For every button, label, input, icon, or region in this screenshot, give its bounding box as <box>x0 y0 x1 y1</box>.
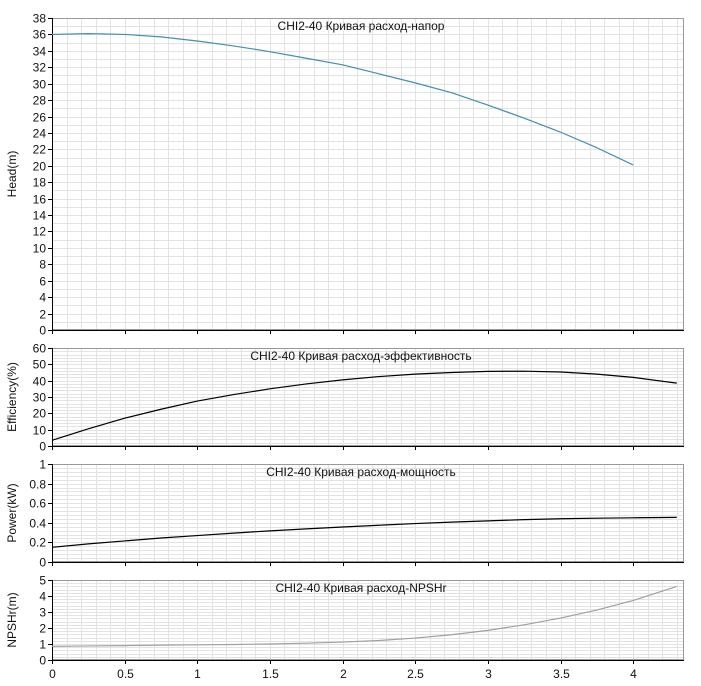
y-axis-label: Head(m) <box>5 151 19 198</box>
x-tick-label: 1 <box>194 667 201 681</box>
y-tick-label: 14 <box>33 209 47 223</box>
y-tick-label: 1 <box>39 638 46 652</box>
chart-panel-2: 0 10 20 30 40 50 60 Efficiency(%) CHI2-40 Кривая… <box>5 342 684 454</box>
y-tick-label: 20 <box>33 160 47 174</box>
y-tick-label: 38 <box>33 12 47 26</box>
y-tick-label: 22 <box>33 143 47 157</box>
y-tick-label: 32 <box>33 61 47 75</box>
y-tick-label: 10 <box>33 424 47 438</box>
series-line <box>51 370 677 441</box>
y-tick-label: 0.2 <box>29 536 46 550</box>
y-tick-label: 0.8 <box>29 478 46 492</box>
chart-title: CHI2-40 Кривая расход-эффективность <box>250 349 471 363</box>
x-tick-label: 0 <box>49 667 56 681</box>
y-tick-label: 2 <box>39 308 46 322</box>
y-tick-label: 4 <box>39 291 46 305</box>
y-tick-label: 8 <box>39 258 46 272</box>
y-tick-label: 18 <box>33 176 47 190</box>
x-tick-label: 1.5 <box>262 667 279 681</box>
y-axis-label: Efficiency(%) <box>5 362 19 432</box>
y-tick-label: 0 <box>39 556 46 570</box>
y-tick-label: 50 <box>33 358 47 372</box>
y-tick-label: 0 <box>39 654 46 668</box>
y-tick-label: 6 <box>39 275 46 289</box>
y-tick-label: 30 <box>33 391 47 405</box>
x-tick-label: 3.5 <box>553 667 570 681</box>
y-axis-label: Power(kW) <box>5 483 19 542</box>
y-tick-label: 1 <box>39 458 46 472</box>
y-tick-label: 20 <box>33 407 47 421</box>
y-tick-label: 0 <box>39 440 46 454</box>
y-tick-label: 4 <box>39 590 46 604</box>
chart-panel-1: 02468101214161820222426283032343638Head(… <box>5 12 684 338</box>
x-tick-label: 2.5 <box>407 667 424 681</box>
y-tick-label: 10 <box>33 242 47 256</box>
y-tick-label: 0.4 <box>29 517 46 531</box>
y-tick-label: 26 <box>33 111 47 125</box>
y-tick-label: 30 <box>33 78 47 92</box>
y-tick-label: 3 <box>39 606 46 620</box>
y-tick-label: 34 <box>33 45 47 59</box>
y-tick-label: 40 <box>33 375 47 389</box>
y-axis-label: NPSHr(m) <box>5 592 19 647</box>
y-tick-label: 28 <box>33 94 47 108</box>
y-tick-label: 0 <box>39 324 46 338</box>
x-tick-label: 3 <box>485 667 492 681</box>
x-tick-label: 2 <box>340 667 347 681</box>
x-tick-label: 4 <box>630 667 637 681</box>
y-tick-label: 36 <box>33 28 47 42</box>
chart-title: CHI2-40 Кривая расход-NPSHr <box>275 581 446 595</box>
series-line <box>51 33 634 166</box>
y-tick-label: 16 <box>33 193 47 207</box>
chart-panel-4: 0 1 2 3 4 5 0 0.5 1 1.5 2 2.5 3 3.5 4 NPSHr(m) CHI2-40 К… <box>5 574 684 681</box>
y-tick-label: 12 <box>33 225 47 239</box>
y-tick-label: 60 <box>33 342 47 356</box>
series-line <box>51 585 677 647</box>
y-tick-label: 2 <box>39 622 46 636</box>
x-tick-label: 0.5 <box>117 667 134 681</box>
y-tick-label: 24 <box>33 127 47 141</box>
chart-panel-3: 0 0.2 0.4 0.6 0.8 1 Power(kW) CHI2-40 Кривая ра… <box>5 458 684 570</box>
chart-title: CHI2-40 Кривая расход-мощность <box>266 465 456 479</box>
y-tick-label: 5 <box>39 574 46 588</box>
chart-title: CHI2-40 Кривая расход-напор <box>278 19 445 33</box>
series-line <box>51 516 677 548</box>
y-tick-label: 0.6 <box>29 497 46 511</box>
